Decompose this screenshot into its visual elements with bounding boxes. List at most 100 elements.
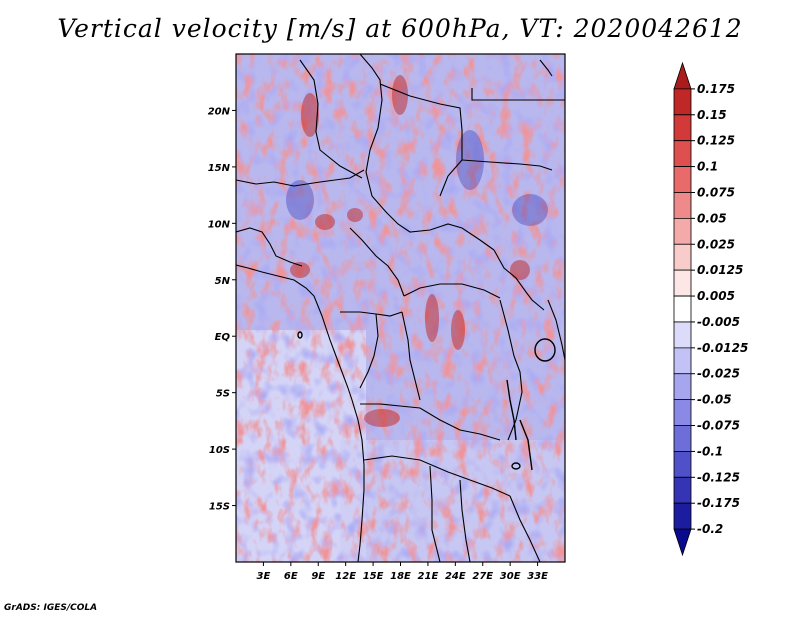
angola-drc-border — [360, 403, 501, 441]
colorbar-swatch-3 — [673, 140, 692, 167]
car-border — [403, 283, 501, 299]
lat-label-1: 15N — [208, 163, 231, 174]
lake-malawi — [519, 419, 533, 471]
lat-label-6: 10S — [209, 445, 230, 456]
lat-label-7: 15S — [209, 502, 230, 513]
sinai-border — [539, 59, 553, 77]
colorbar-label-6: 0.025 — [697, 237, 735, 251]
colorbar-label-11: -0.025 — [697, 367, 740, 381]
lon-label-5: 18E — [390, 571, 411, 582]
lon-label-2: 9E — [311, 571, 325, 582]
lon-label-9: 30E — [500, 571, 521, 582]
colorbar-label-14: -0.1 — [697, 444, 723, 458]
lon-label-7: 24E — [445, 571, 466, 582]
south-sudan-border — [493, 249, 545, 311]
zambia-border — [429, 465, 441, 562]
lon-label-3: 12E — [335, 571, 356, 582]
colorbar-swatch-2 — [673, 114, 692, 142]
zambia-border-2 — [459, 479, 471, 562]
lat-label-0: 20N — [208, 106, 231, 117]
congo-border — [359, 313, 379, 389]
subsidence-areas — [286, 130, 548, 226]
core-8 — [290, 262, 310, 278]
colorbar-swatch-0 — [673, 61, 692, 90]
colorbar-swatch-10 — [673, 321, 692, 349]
lon-label-8: 27E — [472, 571, 493, 582]
lake-victoria — [534, 338, 556, 362]
core-2 — [392, 75, 408, 115]
colorbar-label-2: 0.125 — [697, 134, 735, 148]
angola-zambia-border — [363, 455, 511, 497]
colorbar-label-5: 0.05 — [697, 211, 727, 225]
colorbar-label-8: 0.005 — [697, 289, 735, 303]
core-5 — [425, 294, 439, 342]
sahel-border-1 — [236, 169, 365, 187]
colorbar-label-16: -0.175 — [697, 496, 740, 510]
colorbar-swatch-1 — [673, 88, 692, 116]
colorbar-label-7: 0.0125 — [697, 263, 743, 277]
colorbar-swatch-9 — [673, 295, 692, 323]
mozambique-border — [509, 495, 541, 562]
lon-label-0: 3E — [257, 571, 271, 582]
colorbar-label-4: 0.075 — [697, 185, 735, 199]
core-7 — [364, 409, 400, 427]
sahara-border-1 — [299, 59, 363, 179]
lat-label-5: 5S — [216, 389, 230, 400]
core-3 — [315, 214, 335, 230]
drc-east-border — [499, 299, 523, 441]
core-1 — [301, 93, 319, 137]
colorbar-label-0: 0.175 — [697, 82, 735, 96]
colorbar-swatch-4 — [673, 166, 692, 193]
colorbar-swatch-5 — [673, 192, 692, 219]
colorbar-swatch-14 — [673, 425, 692, 452]
lon-label-4: 15E — [363, 571, 384, 582]
colorbar-swatch-11 — [673, 347, 692, 375]
colorbar-swatch-6 — [673, 217, 692, 245]
east-africa-border — [547, 299, 565, 361]
colorbar-label-1: 0.15 — [697, 108, 727, 122]
egypt-sudan-border — [471, 88, 565, 101]
guinea-coast-border — [236, 227, 303, 267]
colorbar-label-3: 0.1 — [697, 160, 718, 174]
sub-2 — [512, 194, 548, 226]
core-9 — [510, 260, 530, 280]
country-borders — [236, 54, 565, 562]
colorbar-swatch-13 — [673, 399, 692, 426]
colorbar-label-17: -0.2 — [697, 522, 723, 536]
colorbar-swatch-18 — [673, 528, 692, 557]
longitude-axis: 3E 6E 9E 12E 15E 18E 21E 24E 27E 30E 33E — [257, 562, 548, 582]
nigeria-cameroon-border — [349, 227, 405, 297]
velocity-noise-field — [236, 54, 565, 562]
west-africa-coastline — [236, 264, 365, 562]
sahara-border-3 — [379, 83, 463, 197]
colorbar-label-15: -0.125 — [697, 470, 740, 484]
core-6 — [451, 310, 465, 350]
colorbar-label-10: -0.0125 — [697, 341, 748, 355]
lat-label-2: 10N — [208, 219, 231, 230]
colorbar-swatch-16 — [673, 476, 692, 504]
lakes — [297, 331, 556, 471]
colorbar-swatch-15 — [673, 451, 692, 478]
sub-3 — [286, 180, 314, 220]
lon-label-1: 6E — [284, 571, 298, 582]
lon-label-6: 21E — [418, 571, 439, 582]
grads-credit: GrADS: IGES/COLA — [4, 603, 98, 613]
central-border-1 — [371, 195, 495, 251]
sudan-border — [461, 159, 553, 171]
chart-title: Vertical velocity [m/s] at 600hPa, VT: 2… — [57, 14, 743, 43]
drc-west-border — [401, 311, 421, 401]
latitude-axis: 20N 15N 10N 5N EQ 5S 10S 15S — [208, 106, 236, 513]
sub-1 — [456, 130, 484, 190]
lat-label-4: EQ — [215, 332, 231, 343]
colorbar: 0.175 0.15 0.125 0.1 0.075 0.05 0.025 0.0125 0.0… — [673, 61, 748, 557]
colorbar-swatch-17 — [673, 502, 692, 530]
bioko-island — [297, 331, 303, 339]
colorbar-label-12: -0.05 — [697, 393, 732, 407]
lat-label-3: 5N — [215, 276, 231, 287]
colorbar-label-13: -0.075 — [697, 419, 740, 433]
sahara-border-2 — [359, 54, 383, 197]
colorbar-swatch-12 — [673, 373, 692, 401]
colorbar-label-9: -0.005 — [697, 315, 740, 329]
lake-mweru — [511, 462, 521, 470]
colorbar-swatch-7 — [673, 243, 692, 271]
